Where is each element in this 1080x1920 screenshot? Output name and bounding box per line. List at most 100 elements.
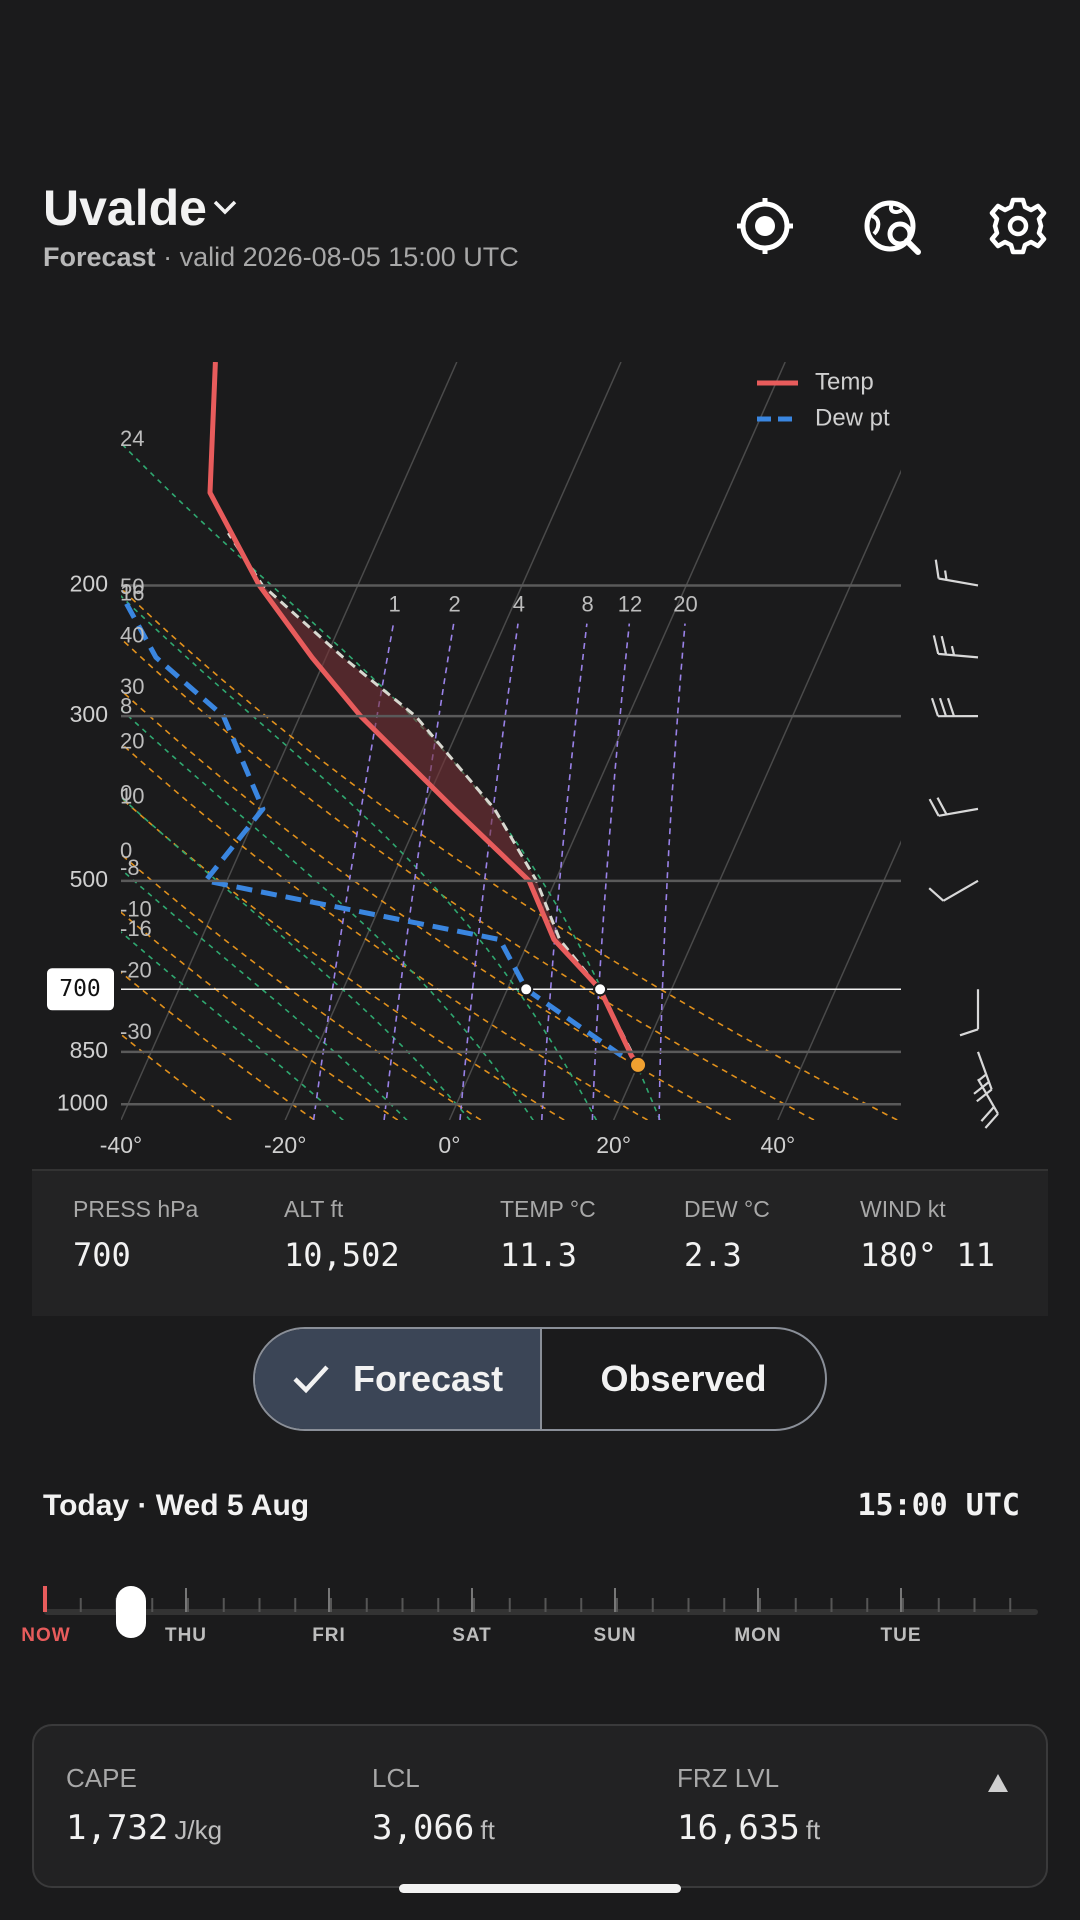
isotherm xyxy=(284,362,622,1120)
adiabat-label: 50 xyxy=(120,574,144,599)
y-tick-label: 300 xyxy=(70,701,108,727)
settings-button[interactable] xyxy=(988,196,1048,256)
adiabat-label: -8 xyxy=(120,855,140,880)
dry-adiabat xyxy=(121,853,482,1120)
expand-button[interactable] xyxy=(986,1771,1010,1795)
timeline[interactable]: NOW THU FRI SAT SUN MON TUE xyxy=(0,1570,1080,1660)
source-toggle: Forecast Observed xyxy=(253,1327,827,1431)
temperature-line xyxy=(207,362,641,1067)
adiabat-label: 10 xyxy=(120,783,144,808)
toggle-observed[interactable]: Observed xyxy=(600,1358,767,1399)
adiabat-label: 16 xyxy=(120,581,144,606)
mixing-ratio-line xyxy=(658,623,686,1120)
summary-label: LCL xyxy=(372,1763,420,1793)
dry-adiabat xyxy=(121,689,732,1120)
check-icon xyxy=(293,1365,329,1394)
day-label: FRI xyxy=(312,1625,346,1646)
readout-value: 10,502 xyxy=(284,1236,400,1274)
summary-panel xyxy=(32,1724,1048,1888)
y-tick-label: 850 xyxy=(70,1037,108,1063)
day-label: THU xyxy=(165,1625,207,1646)
search-location-button[interactable] xyxy=(862,196,924,258)
selected-point xyxy=(593,982,608,997)
x-tick-label: -20° xyxy=(264,1132,306,1158)
x-tick-label: 20° xyxy=(596,1132,631,1158)
wind-barb xyxy=(928,797,979,817)
x-tick-label: 0° xyxy=(438,1132,460,1158)
x-tick-label: -40° xyxy=(100,1132,142,1158)
location-title[interactable]: Uvalde xyxy=(43,180,207,236)
dry-adiabat xyxy=(121,796,565,1120)
isotherm xyxy=(777,840,901,1120)
mode-label: Forecast xyxy=(43,242,156,272)
summary-value: 16,635 xyxy=(677,1808,800,1848)
selected-tick-box xyxy=(47,968,114,1011)
adiabat-label: 24 xyxy=(120,426,144,451)
day-label: TUE xyxy=(881,1625,922,1646)
toggle-forecast[interactable]: Forecast xyxy=(255,1329,542,1429)
date-label: Today · Wed 5 Aug xyxy=(43,1489,310,1522)
readout-label: PRESS hPa xyxy=(73,1196,199,1222)
dry-adiabat xyxy=(121,1033,232,1120)
wind-barb xyxy=(932,635,979,659)
moist-adiabat xyxy=(121,708,534,1120)
locate-button[interactable] xyxy=(735,196,795,256)
adiabat-label: 20 xyxy=(120,729,144,754)
plot-area xyxy=(121,362,901,1120)
readout-value: 180° 11 xyxy=(860,1236,995,1274)
surface-point xyxy=(629,1055,648,1074)
adiabat-label: 8 xyxy=(120,694,132,719)
wind-barb xyxy=(959,989,980,1037)
adiabat-label: -16 xyxy=(120,916,152,941)
summary-value: 3,066 xyxy=(372,1808,475,1848)
summary-unit: ft xyxy=(480,1815,495,1845)
day-label: SUN xyxy=(593,1625,636,1646)
wind-barb xyxy=(928,879,979,902)
timeline-thumb[interactable] xyxy=(116,1586,146,1638)
day-label: SAT xyxy=(452,1625,492,1646)
valid-time: · valid 2026-08-05 15:00 UTC xyxy=(163,242,519,272)
readout-panel xyxy=(32,1169,1048,1316)
isotherm xyxy=(612,469,901,1120)
wind-barb xyxy=(934,559,979,587)
y-tick-label: 1000 xyxy=(57,1089,108,1115)
summary-label: FRZ LVL xyxy=(677,1763,780,1793)
adiabat-label: -10 xyxy=(120,896,152,921)
toggle-label: Forecast xyxy=(353,1358,504,1399)
wind-barb xyxy=(977,1078,999,1129)
location-chevron[interactable] xyxy=(212,198,238,216)
subtitle: Forecast · valid 2026-08-05 15:00 UTC xyxy=(43,240,519,274)
x-tick-label: 40° xyxy=(760,1132,795,1158)
legend-label: Dew pt xyxy=(815,404,890,431)
adiabat-label: 30 xyxy=(120,674,144,699)
summary-unit: J/kg xyxy=(174,1815,223,1845)
adiabat-label: 0 xyxy=(120,781,132,806)
mixing-ratio-line xyxy=(459,623,519,1120)
adiabat-label: 40 xyxy=(120,622,144,647)
summary-value-row: 1,732 J/kg xyxy=(66,1806,222,1857)
mixing-ratio-label: 1 xyxy=(388,591,400,616)
wind-barb xyxy=(973,1051,993,1103)
summary-value-row: 16,635 ft xyxy=(677,1806,820,1857)
readout-label: TEMP °C xyxy=(500,1196,596,1222)
adiabat-label: -20 xyxy=(120,958,152,983)
dry-adiabat xyxy=(121,971,315,1120)
mixing-ratio-label: 8 xyxy=(582,591,594,616)
wind-barb xyxy=(930,697,979,718)
y-tick-label: 200 xyxy=(70,571,108,597)
day-label: MON xyxy=(734,1625,781,1646)
adiabat-label: 0 xyxy=(120,838,132,863)
readout-value: 700 xyxy=(73,1236,131,1274)
timeline-track xyxy=(44,1609,1038,1615)
cape-area xyxy=(228,533,601,990)
readout-label: ALT ft xyxy=(284,1196,344,1222)
summary-value-row: 3,066 ft xyxy=(372,1806,495,1857)
y-tick-label: 500 xyxy=(70,866,108,892)
y-tick-label: 700 xyxy=(59,976,101,1002)
mixing-ratio-label: 20 xyxy=(673,591,697,616)
adiabat-label: -30 xyxy=(120,1019,152,1044)
readout-value: 2.3 xyxy=(684,1236,742,1274)
isotherm xyxy=(121,362,458,1120)
